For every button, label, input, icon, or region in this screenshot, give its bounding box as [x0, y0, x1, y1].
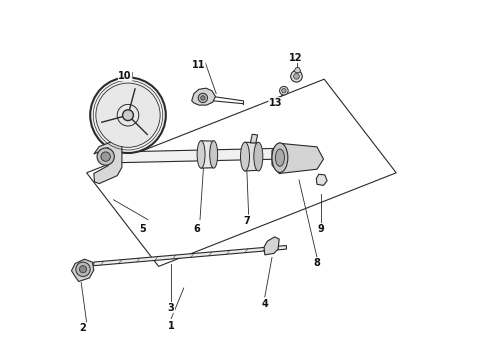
- Text: 4: 4: [262, 299, 268, 309]
- Polygon shape: [272, 143, 323, 174]
- Ellipse shape: [275, 149, 284, 166]
- Polygon shape: [72, 259, 94, 282]
- Polygon shape: [294, 68, 301, 73]
- Polygon shape: [94, 246, 286, 266]
- Circle shape: [97, 148, 114, 165]
- Text: 12: 12: [289, 53, 302, 63]
- Polygon shape: [245, 142, 258, 171]
- Text: 8: 8: [314, 258, 320, 268]
- Polygon shape: [192, 88, 216, 105]
- Circle shape: [291, 71, 302, 82]
- Text: 7: 7: [244, 216, 250, 226]
- Ellipse shape: [272, 143, 288, 172]
- Circle shape: [96, 83, 160, 147]
- Ellipse shape: [210, 141, 218, 168]
- Ellipse shape: [254, 142, 263, 171]
- Polygon shape: [250, 134, 258, 143]
- Circle shape: [76, 262, 90, 276]
- Circle shape: [122, 110, 133, 121]
- Circle shape: [101, 152, 110, 161]
- Polygon shape: [94, 140, 122, 184]
- Circle shape: [282, 89, 286, 93]
- Polygon shape: [87, 79, 396, 266]
- Circle shape: [90, 77, 166, 153]
- Ellipse shape: [197, 141, 205, 168]
- Circle shape: [198, 93, 208, 103]
- Text: 11: 11: [192, 60, 205, 70]
- Circle shape: [79, 266, 87, 273]
- Text: 1: 1: [168, 321, 174, 331]
- Polygon shape: [316, 174, 327, 185]
- Circle shape: [201, 96, 205, 100]
- Circle shape: [294, 73, 299, 79]
- Polygon shape: [264, 237, 279, 255]
- Text: 5: 5: [139, 224, 146, 234]
- Text: 6: 6: [193, 224, 200, 234]
- Text: 3: 3: [168, 303, 174, 313]
- Text: 10: 10: [119, 71, 132, 81]
- Polygon shape: [201, 141, 214, 168]
- Circle shape: [280, 86, 288, 95]
- Polygon shape: [117, 148, 279, 163]
- Text: 13: 13: [269, 98, 282, 108]
- Ellipse shape: [241, 142, 249, 171]
- Text: 2: 2: [80, 323, 86, 333]
- Text: 9: 9: [317, 224, 324, 234]
